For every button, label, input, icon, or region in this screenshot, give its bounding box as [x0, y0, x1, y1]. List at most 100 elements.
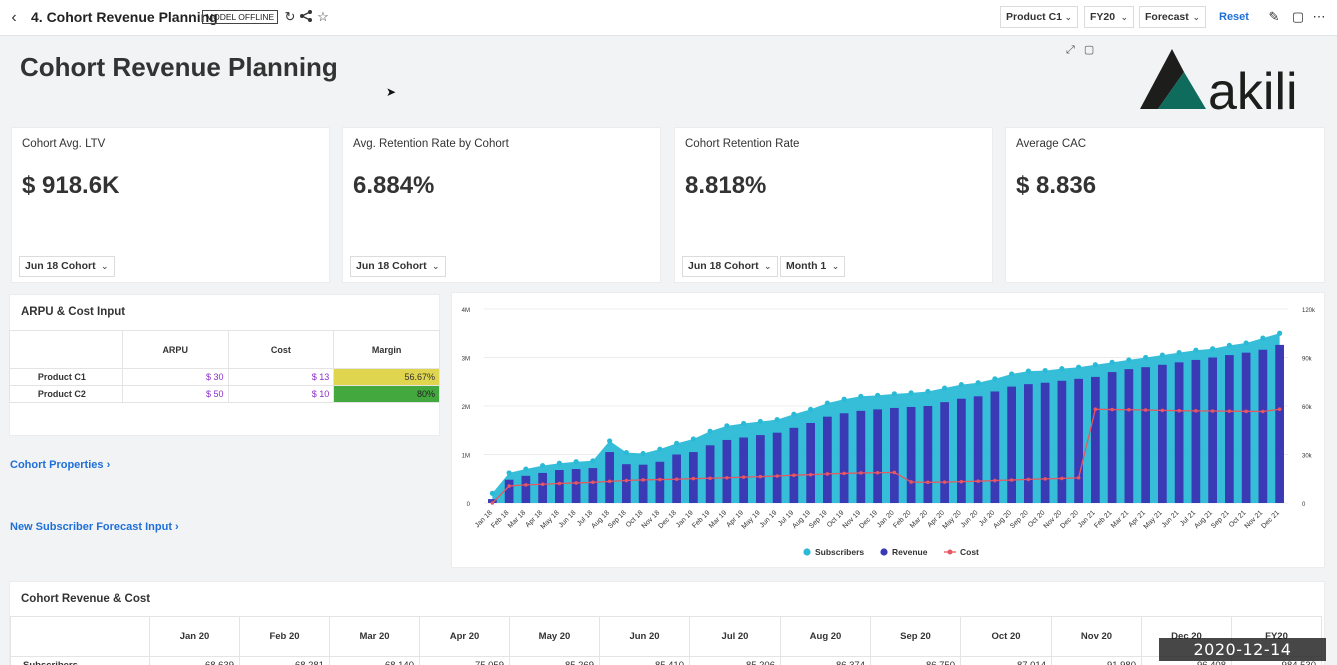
subscribers-point: [992, 376, 998, 382]
x-tick-label: Dec 20: [1059, 509, 1080, 530]
header-cell: Mar 20: [329, 616, 420, 657]
cost-point: [1261, 409, 1265, 414]
revenue-bar: [1024, 384, 1033, 503]
subscribers-point: [1109, 359, 1115, 365]
kpi-card-retention-rate: Cohort Retention Rate 8.818% Jun 18 Coho…: [674, 127, 993, 283]
cost-point: [1060, 476, 1064, 481]
subscribers-point: [556, 460, 562, 466]
month-selector[interactable]: Month 1 ⌄: [780, 256, 846, 277]
cost-point: [959, 479, 964, 484]
cost-point: [892, 470, 897, 475]
cohort-selector[interactable]: Jun 18 Cohort ⌄: [19, 256, 115, 277]
cohort-selector[interactable]: Jun 18 Cohort ⌄: [350, 256, 446, 277]
subscribers-point: [523, 466, 529, 472]
expand-icon[interactable]: ⤢: [1066, 44, 1075, 56]
cost-point: [591, 480, 595, 485]
subscribers-point: [623, 449, 629, 456]
cost-point: [540, 482, 545, 487]
cost-point: [624, 478, 629, 483]
cohort-revenue-cost-card: Cohort Revenue & Cost Jan 20 Feb 20 Mar 20…: [9, 581, 1325, 665]
scenario-filter-dropdown[interactable]: Forecast ⌄: [1139, 6, 1206, 28]
chevron-down-icon: ⌄: [432, 261, 440, 271]
y-right-tick-label: 120k: [1302, 308, 1316, 314]
subscribers-point: [489, 490, 495, 496]
board-title: 4. Cohort Revenue Planning: [31, 9, 218, 25]
y-right-tick-label: 90k: [1302, 357, 1313, 363]
kpi-title: Avg. Retention Rate by Cohort: [353, 138, 509, 150]
subscribers-point: [1059, 366, 1065, 372]
back-icon[interactable]: ‹: [11, 9, 17, 26]
edit-icon[interactable]: ✎: [1268, 9, 1280, 24]
arpu-input[interactable]: $ 30: [121, 368, 229, 386]
y-left-tick-label: 4M: [462, 308, 470, 314]
cohort-selector[interactable]: Jun 18 Cohort ⌄: [682, 256, 778, 277]
table-cell: 87,014: [960, 656, 1052, 665]
kpi-title: Cohort Retention Rate: [685, 138, 800, 150]
revenue-bar: [856, 410, 866, 503]
table-cell: 75,059: [419, 656, 510, 665]
revenue-bar: [655, 461, 665, 503]
subscribers-point: [1126, 357, 1132, 363]
cost-point: [942, 480, 947, 484]
x-tick-label: Dec 21: [1260, 509, 1281, 530]
comment-icon[interactable]: ▢: [1291, 9, 1305, 24]
more-icon[interactable]: ⋯: [1312, 9, 1326, 24]
kpi-card-cac: Average CAC $ 8.836: [1005, 127, 1325, 283]
revenue-bar: [622, 464, 631, 503]
cost-input[interactable]: $ 10: [227, 385, 335, 403]
y-left-tick-label: 2M: [462, 405, 470, 411]
kpi-value: 8.818%: [685, 172, 767, 199]
cost-point: [1110, 407, 1114, 412]
subscribers-point: [590, 458, 596, 464]
kpi-card-avg-retention: Avg. Retention Rate by Cohort 6.884% Jun…: [342, 127, 661, 283]
arpu-input[interactable]: $ 50: [121, 385, 229, 403]
revenue-bar: [906, 406, 916, 503]
revenue-bar: [1225, 355, 1234, 503]
share-icon[interactable]: [298, 9, 314, 25]
revenue-bar: [1275, 344, 1284, 503]
revenue-bar: [990, 391, 1000, 503]
header-cell: Nov 20: [1051, 616, 1142, 657]
subscribers-point: [690, 436, 696, 442]
kpi-value: $ 8.836: [1016, 172, 1097, 199]
cost-point: [775, 474, 779, 478]
subscribers-point: [1210, 346, 1216, 352]
subscribers-point: [1226, 342, 1232, 348]
x-tick-label: Mar 21: [1110, 509, 1130, 529]
revenue-bar: [1074, 378, 1083, 503]
y-left-tick-label: 3M: [462, 357, 470, 363]
subscribers-point: [707, 428, 713, 434]
table-cell: 86,374: [780, 656, 871, 665]
cohort-properties-link[interactable]: Cohort Properties ›: [10, 459, 111, 471]
x-tick-label: Jun 18: [558, 509, 578, 529]
refresh-icon[interactable]: ↻: [284, 9, 296, 24]
cost-point: [557, 481, 562, 486]
subscribers-point: [891, 391, 897, 397]
y-left-tick-label: 0: [467, 502, 471, 508]
header-cell: Cost: [227, 330, 335, 369]
star-icon[interactable]: ☆: [317, 9, 329, 24]
cost-point: [792, 473, 796, 477]
x-tick-label: Jun 19: [759, 509, 779, 529]
subscriber-forecast-link[interactable]: New Subscriber Forecast Input ›: [10, 521, 179, 533]
revenue-bar: [1057, 380, 1067, 503]
year-filter-dropdown[interactable]: FY20 ⌄: [1084, 6, 1134, 28]
subscribers-point: [1260, 335, 1266, 341]
cost-point: [1093, 407, 1098, 412]
x-tick-label: Jun 20: [960, 509, 980, 529]
header-cell: Jan 20: [149, 616, 240, 657]
table-row: Product C1 $ 30 $ 13 56.67%: [9, 368, 440, 386]
video-timestamp: 2020-12-14 11:18:53: [1159, 638, 1326, 665]
reset-button[interactable]: Reset: [1219, 11, 1249, 23]
revenue-bar: [638, 464, 648, 503]
subscribers-point: [674, 440, 680, 446]
cost-input[interactable]: $ 13: [227, 368, 335, 386]
legend-swatch: [947, 549, 953, 555]
model-status-badge: MODEL OFFLINE: [202, 10, 279, 24]
header-cell: Feb 20: [239, 616, 330, 657]
revenue-bar: [789, 427, 799, 503]
product-filter-dropdown[interactable]: Product C1 ⌄: [1000, 6, 1078, 28]
comment-icon[interactable]: ▢: [1083, 44, 1095, 56]
row-header: Product C2: [9, 385, 123, 403]
